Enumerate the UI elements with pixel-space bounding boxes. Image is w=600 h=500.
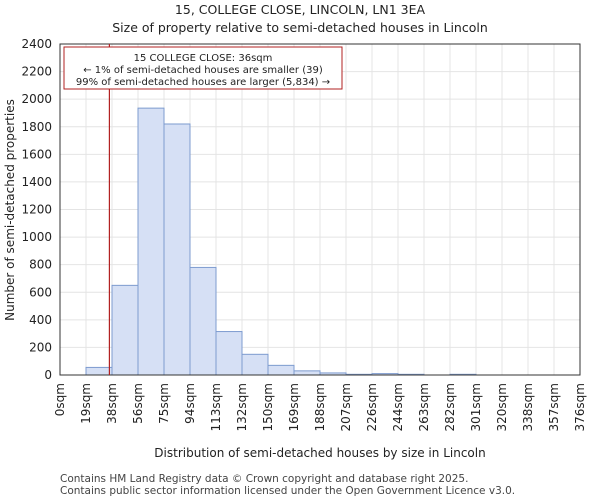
y-tick-label: 2400	[21, 37, 52, 51]
y-tick-label: 1600	[21, 147, 52, 161]
footer-copyright: Contains HM Land Registry data © Crown c…	[60, 473, 469, 485]
x-tick-label: 0sqm	[53, 383, 67, 416]
annotation-smaller: ← 1% of semi-detached houses are smaller…	[83, 65, 323, 76]
x-tick-label: 320sqm	[495, 383, 509, 431]
x-tick-label: 301sqm	[469, 383, 483, 431]
y-tick-label: 2200	[21, 65, 52, 79]
marker-layer: 15 COLLEGE CLOSE: 36sqm← 1% of semi-deta…	[63, 44, 343, 375]
y-tick-label: 1000	[21, 230, 52, 244]
y-tick-label: 200	[29, 340, 52, 354]
annotation-title: 15 COLLEGE CLOSE: 36sqm	[134, 53, 273, 64]
x-tick-label: 75sqm	[157, 383, 171, 424]
x-tick-label: 169sqm	[287, 383, 301, 431]
y-axis-label: Number of semi-detached properties	[3, 99, 17, 321]
y-tick-label: 1400	[21, 175, 52, 189]
x-axis-label: Distribution of semi-detached houses by …	[154, 446, 485, 460]
y-tick-label: 1800	[21, 120, 52, 134]
footer-licence: Contains public sector information licen…	[60, 485, 516, 497]
x-tick-label: 132sqm	[235, 383, 249, 431]
x-tick-label: 282sqm	[443, 383, 457, 431]
x-tick-label: 226sqm	[365, 383, 379, 431]
x-tick-label: 338sqm	[521, 383, 535, 431]
y-tick-label: 1200	[21, 203, 52, 217]
histogram-bar	[215, 331, 243, 376]
axis-layer: 0 200 400 600 800 1000 1200 1400 1600 1800 2000 220…	[21, 37, 587, 431]
x-tick-label: 150sqm	[261, 383, 275, 431]
x-tick-label: 56sqm	[131, 383, 145, 424]
histogram-bar	[293, 370, 321, 376]
bar-layer	[85, 107, 477, 376]
histogram-bar	[267, 364, 295, 376]
y-tick-label: 600	[29, 285, 52, 299]
plot-frame	[59, 43, 581, 376]
x-tick-label: 113sqm	[209, 383, 223, 431]
x-tick-label: 19sqm	[79, 383, 93, 424]
x-tick-label: 376sqm	[573, 383, 587, 431]
y-tick-label: 2000	[21, 92, 52, 106]
x-tick-label: 357sqm	[547, 383, 561, 431]
histogram-bar	[137, 107, 165, 376]
histogram-bar	[111, 284, 139, 376]
histogram-bar	[85, 366, 113, 376]
x-tick-label: 207sqm	[339, 383, 353, 431]
y-tick-label: 800	[29, 258, 52, 272]
x-tick-label: 38sqm	[105, 383, 119, 424]
histogram-bar	[241, 353, 269, 376]
y-tick-label: 400	[29, 313, 52, 327]
histogram-bar	[189, 266, 217, 376]
x-tick-label: 94sqm	[183, 383, 197, 424]
y-tick-label: 0	[44, 368, 52, 382]
annotation-larger: 99% of semi-detached houses are larger (…	[76, 77, 330, 88]
histogram-bar	[163, 123, 191, 376]
annotation-box	[63, 46, 343, 90]
x-tick-label: 244sqm	[391, 383, 405, 431]
x-tick-label: 188sqm	[313, 383, 327, 431]
chart-title-address: 15, COLLEGE CLOSE, LINCOLN, LN1 3EA	[174, 2, 426, 17]
x-tick-label: 263sqm	[417, 383, 431, 431]
chart-title: Size of property relative to semi-detach…	[112, 20, 488, 35]
